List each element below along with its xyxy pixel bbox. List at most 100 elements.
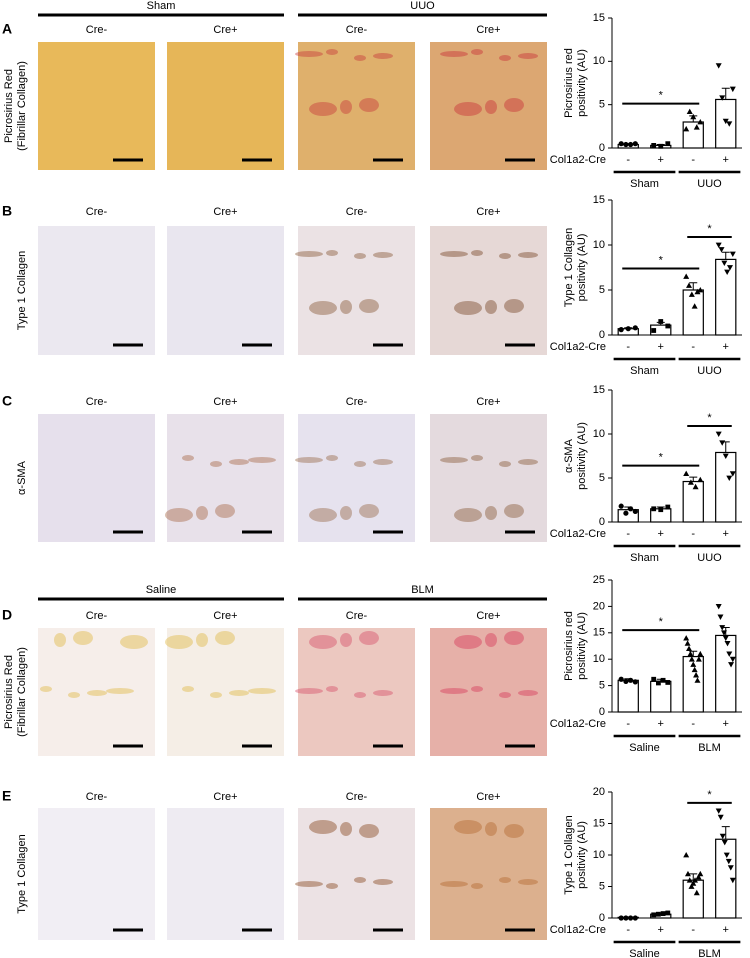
bar [682, 121, 704, 149]
y-tick-label: 0 [599, 329, 605, 341]
panel-letter: C [2, 393, 12, 409]
stain-patch [518, 879, 538, 885]
group-header: BLM [411, 584, 434, 596]
y-tick-label: 15 [593, 12, 605, 24]
data-point [721, 260, 728, 266]
data-point [651, 328, 657, 333]
stain-patch [504, 824, 524, 838]
image-label: Cre- [346, 610, 368, 622]
data-point [618, 327, 624, 333]
stain-patch [518, 459, 538, 465]
stain-patch [68, 692, 80, 698]
y-axis-label: positivity (AU) [576, 49, 588, 117]
data-point [651, 912, 657, 918]
micrograph [167, 628, 284, 756]
data-point [726, 651, 733, 657]
image-label: Cre- [86, 610, 108, 622]
stain-patch [340, 633, 352, 647]
stain-patch [359, 299, 379, 313]
significance-label: * [659, 452, 664, 464]
stain-label: (Fibrillar Collagen) [16, 647, 28, 737]
data-point [719, 625, 726, 631]
bar [650, 680, 672, 713]
data-point [651, 676, 657, 682]
data-point [651, 143, 657, 148]
x-tick-label: + [723, 718, 729, 730]
data-point [625, 326, 631, 332]
micrograph [38, 808, 155, 940]
stain-patch [373, 252, 393, 258]
stain-patch [309, 508, 337, 522]
image-label: Cre- [346, 396, 368, 408]
data-point [697, 287, 704, 293]
data-point [688, 656, 695, 662]
stain-patch [471, 686, 483, 692]
y-tick-label: 10 [593, 55, 605, 67]
data-point [618, 915, 624, 921]
data-point [717, 814, 724, 821]
stain-patch [87, 690, 107, 696]
stain-patch [454, 102, 482, 116]
stain-patch [248, 457, 276, 463]
micrograph [430, 808, 547, 940]
data-point [729, 86, 736, 93]
group-label: UUO [697, 178, 722, 190]
stain-patch [471, 49, 483, 55]
group-label: BLM [698, 742, 721, 754]
stain-patch [359, 631, 379, 645]
data-point [688, 291, 695, 297]
data-point [722, 635, 729, 642]
group-label: Saline [629, 742, 660, 754]
stain-patch [54, 633, 66, 647]
stain-patch [471, 250, 483, 256]
data-point [695, 656, 702, 662]
stain-patch [40, 686, 52, 692]
x-tick-label: - [626, 341, 630, 353]
stain-patch [504, 504, 524, 518]
data-point [686, 108, 693, 114]
y-tick-label: 20 [593, 786, 605, 798]
data-point [623, 510, 629, 516]
stain-patch [485, 822, 497, 836]
data-point [695, 874, 702, 880]
stain-patch [440, 881, 468, 887]
y-tick-label: 10 [593, 849, 605, 861]
data-point [655, 680, 661, 686]
data-point [690, 880, 697, 886]
stain-patch [196, 633, 208, 647]
data-point [658, 507, 664, 513]
stain-patch [485, 633, 497, 647]
y-axis-label: Picrosirius red [563, 48, 575, 118]
data-point [628, 915, 634, 921]
micrograph [298, 42, 415, 170]
stain-patch [454, 508, 482, 522]
data-point [723, 852, 730, 858]
micrograph [430, 414, 547, 542]
x-tick-label: + [658, 528, 664, 540]
data-point [715, 604, 722, 610]
data-point [697, 119, 704, 125]
group-header: Sham [147, 0, 176, 12]
data-point [724, 269, 731, 275]
data-point [688, 883, 695, 889]
micrograph [298, 628, 415, 756]
data-point [665, 141, 671, 147]
group-label: Saline [629, 948, 660, 958]
data-point [687, 650, 694, 657]
data-point [658, 319, 664, 324]
micrograph [298, 414, 415, 542]
stain-patch [440, 457, 468, 463]
stain-label: Picrosirius Red [3, 655, 15, 729]
image-label: Cre+ [213, 396, 237, 408]
micrograph [38, 414, 155, 542]
x-tick-label: + [658, 154, 664, 166]
stain-patch [359, 98, 379, 112]
group-label: Sham [630, 552, 659, 564]
stain-patch [106, 688, 134, 694]
data-point [683, 852, 690, 858]
bar [715, 451, 737, 523]
data-point [726, 121, 733, 127]
x-tick-label: + [658, 341, 664, 353]
data-point [686, 877, 693, 883]
row-label: Col1a2-Cre [550, 718, 606, 730]
